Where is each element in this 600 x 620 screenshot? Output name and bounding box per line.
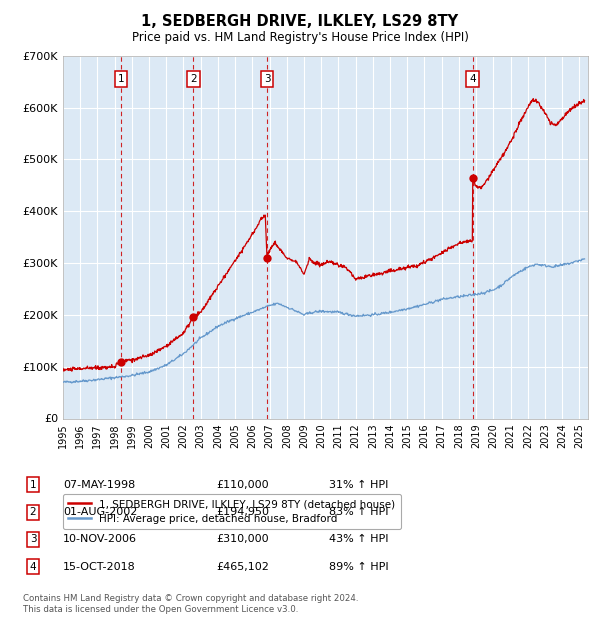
Text: 1: 1: [29, 480, 37, 490]
Text: £110,000: £110,000: [216, 480, 269, 490]
Text: 15-OCT-2018: 15-OCT-2018: [63, 562, 136, 572]
Text: 01-AUG-2002: 01-AUG-2002: [63, 507, 137, 517]
Text: 43% ↑ HPI: 43% ↑ HPI: [329, 534, 388, 544]
Text: 1: 1: [118, 74, 124, 84]
Text: Price paid vs. HM Land Registry's House Price Index (HPI): Price paid vs. HM Land Registry's House …: [131, 31, 469, 44]
Text: 4: 4: [469, 74, 476, 84]
Text: 3: 3: [263, 74, 270, 84]
Text: 07-MAY-1998: 07-MAY-1998: [63, 480, 135, 490]
Text: £465,102: £465,102: [216, 562, 269, 572]
Text: 83% ↑ HPI: 83% ↑ HPI: [329, 507, 388, 517]
Legend: 1, SEDBERGH DRIVE, ILKLEY, LS29 8TY (detached house), HPI: Average price, detach: 1, SEDBERGH DRIVE, ILKLEY, LS29 8TY (det…: [63, 494, 401, 529]
Text: 2: 2: [190, 74, 197, 84]
Text: 4: 4: [29, 562, 37, 572]
Text: 3: 3: [29, 534, 37, 544]
Text: 31% ↑ HPI: 31% ↑ HPI: [329, 480, 388, 490]
Text: 89% ↑ HPI: 89% ↑ HPI: [329, 562, 388, 572]
Text: Contains HM Land Registry data © Crown copyright and database right 2024.
This d: Contains HM Land Registry data © Crown c…: [23, 595, 358, 614]
Text: 2: 2: [29, 507, 37, 517]
Text: £194,950: £194,950: [216, 507, 269, 517]
Text: 1, SEDBERGH DRIVE, ILKLEY, LS29 8TY: 1, SEDBERGH DRIVE, ILKLEY, LS29 8TY: [142, 14, 458, 29]
Text: £310,000: £310,000: [216, 534, 269, 544]
Text: 10-NOV-2006: 10-NOV-2006: [63, 534, 137, 544]
